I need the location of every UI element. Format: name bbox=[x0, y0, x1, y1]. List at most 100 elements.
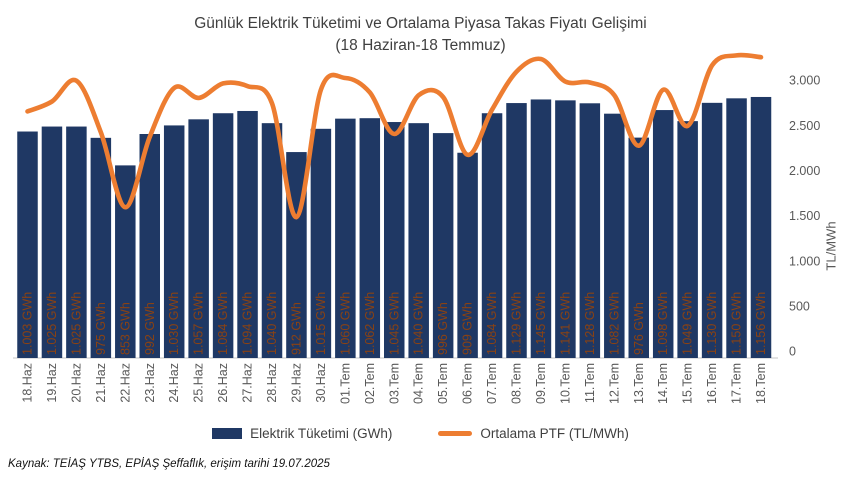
bar-value-label: 1.025 GWh bbox=[69, 292, 83, 355]
x-tick-label: 26.Haz bbox=[216, 363, 230, 403]
x-tick-label: 22.Haz bbox=[118, 363, 132, 403]
bar bbox=[359, 118, 381, 359]
chart-legend: Elektrik Tüketimi (GWh) Ortalama PTF (TL… bbox=[0, 426, 841, 441]
bar bbox=[237, 110, 258, 358]
bar-value-label: 1.130 GWh bbox=[705, 292, 719, 355]
legend-item-ptf: Ortalama PTF (TL/MWh) bbox=[438, 426, 629, 441]
bar bbox=[750, 96, 772, 358]
x-tick-label: 30.Haz bbox=[314, 363, 328, 403]
x-tick-label: 13.Tem bbox=[632, 363, 646, 404]
bar bbox=[726, 98, 747, 359]
bar bbox=[66, 126, 87, 358]
bar bbox=[212, 113, 234, 359]
x-tick-label: 25.Haz bbox=[192, 363, 206, 403]
bar-value-label: 1.084 GWh bbox=[485, 292, 499, 355]
bar bbox=[701, 102, 723, 358]
bar bbox=[506, 103, 527, 358]
bar bbox=[457, 152, 478, 358]
bar-value-label: 1.045 GWh bbox=[387, 292, 401, 355]
x-tick-label: 06.Tem bbox=[461, 363, 475, 404]
bar-value-label: 853 GWh bbox=[118, 302, 132, 355]
x-tick-label: 28.Haz bbox=[265, 363, 279, 403]
right-axis-title: TL/MWh bbox=[824, 221, 839, 270]
x-tick-label: 18.Haz bbox=[21, 363, 35, 403]
bar bbox=[652, 110, 674, 358]
x-tick-label: 19.Haz bbox=[45, 363, 59, 403]
legend-label-consumption: Elektrik Tüketimi (GWh) bbox=[250, 426, 393, 441]
x-tick-label: 29.Haz bbox=[289, 363, 303, 403]
legend-item-consumption: Elektrik Tüketimi (GWh) bbox=[212, 426, 392, 441]
bar bbox=[384, 122, 405, 358]
x-tick-label: 20.Haz bbox=[69, 363, 83, 403]
chart-title-line1: Günlük Elektrik Tüketimi ve Ortalama Piy… bbox=[194, 15, 647, 32]
bar bbox=[530, 99, 552, 359]
x-tick-label: 24.Haz bbox=[167, 363, 181, 403]
bar-value-label: 1.128 GWh bbox=[583, 292, 597, 355]
x-tick-label: 10.Tem bbox=[558, 363, 572, 404]
y-tick-label: 2.500 bbox=[789, 119, 820, 133]
bar-value-label: 996 GWh bbox=[436, 302, 450, 355]
bar bbox=[432, 133, 454, 358]
bar-value-label: 1.049 GWh bbox=[681, 292, 695, 355]
bar-value-label: 909 GWh bbox=[461, 302, 475, 355]
y-tick-label: 2.000 bbox=[789, 164, 820, 178]
bar-value-label: 976 GWh bbox=[632, 302, 646, 355]
bar-value-label: 1.060 GWh bbox=[338, 292, 352, 355]
bar-value-label: 1.057 GWh bbox=[192, 292, 206, 355]
bar-value-label: 1.040 GWh bbox=[412, 292, 426, 355]
legend-label-ptf: Ortalama PTF (TL/MWh) bbox=[480, 426, 629, 441]
line-series-swatch bbox=[438, 431, 473, 436]
x-tick-label: 07.Tem bbox=[485, 363, 499, 404]
bar-value-label: 1.156 GWh bbox=[754, 292, 768, 355]
y-tick-label: 0 bbox=[789, 345, 796, 359]
source-caption: Kaynak: TEİAŞ YTBS, EPİAŞ Şeffaflık, eri… bbox=[8, 458, 330, 470]
bar bbox=[408, 123, 429, 359]
bar bbox=[115, 165, 136, 358]
x-tick-label: 01.Tem bbox=[338, 363, 352, 404]
bar bbox=[90, 137, 112, 358]
bar-value-label: 1.145 GWh bbox=[534, 292, 548, 355]
bar-value-label: 1.040 GWh bbox=[265, 292, 279, 355]
bar bbox=[261, 123, 283, 359]
x-tick-label: 03.Tem bbox=[387, 363, 401, 404]
bar bbox=[555, 100, 576, 359]
y-tick-label: 3.000 bbox=[789, 74, 820, 88]
x-tick-label: 17.Tem bbox=[730, 363, 744, 404]
bar-value-label: 1.141 GWh bbox=[558, 292, 572, 355]
bar bbox=[677, 121, 698, 359]
bar-value-label: 1.098 GWh bbox=[656, 292, 670, 355]
x-tick-label: 15.Tem bbox=[681, 363, 695, 404]
bar-value-label: 1.084 GWh bbox=[216, 292, 230, 355]
x-tick-label: 21.Haz bbox=[94, 363, 108, 403]
bar bbox=[17, 131, 38, 358]
y-tick-label: 1.000 bbox=[789, 254, 820, 268]
bar-value-label: 975 GWh bbox=[94, 302, 108, 355]
x-tick-label: 11.Tem bbox=[583, 363, 597, 403]
bar-series-swatch bbox=[212, 428, 243, 439]
bar bbox=[163, 125, 185, 358]
x-tick-label: 04.Tem bbox=[412, 363, 426, 404]
bar-value-label: 1.150 GWh bbox=[730, 292, 744, 355]
bar-value-label: 1.082 GWh bbox=[607, 292, 621, 355]
bar-value-label: 1.062 GWh bbox=[363, 292, 377, 355]
bar bbox=[604, 113, 625, 358]
bar bbox=[579, 103, 601, 359]
x-tick-label: 09.Tem bbox=[534, 363, 548, 404]
x-tick-label: 08.Tem bbox=[510, 363, 524, 404]
bar bbox=[41, 126, 63, 358]
x-tick-label: 05.Tem bbox=[436, 363, 450, 404]
bar bbox=[139, 134, 160, 358]
y-tick-label: 500 bbox=[789, 300, 810, 314]
bar-value-label: 1.015 GWh bbox=[314, 292, 328, 355]
chart-title: Günlük Elektrik Tüketimi ve Ortalama Piy… bbox=[0, 13, 841, 57]
bar bbox=[481, 113, 503, 359]
x-tick-label: 12.Tem bbox=[607, 363, 621, 404]
x-tick-label: 14.Tem bbox=[656, 363, 670, 404]
bar bbox=[310, 128, 332, 358]
x-tick-label: 23.Haz bbox=[143, 363, 157, 403]
x-tick-label: 18.Tem bbox=[754, 363, 768, 404]
bar bbox=[188, 119, 209, 359]
ptf-line bbox=[25, 52, 764, 220]
bar-value-label: 1.030 GWh bbox=[167, 292, 181, 355]
